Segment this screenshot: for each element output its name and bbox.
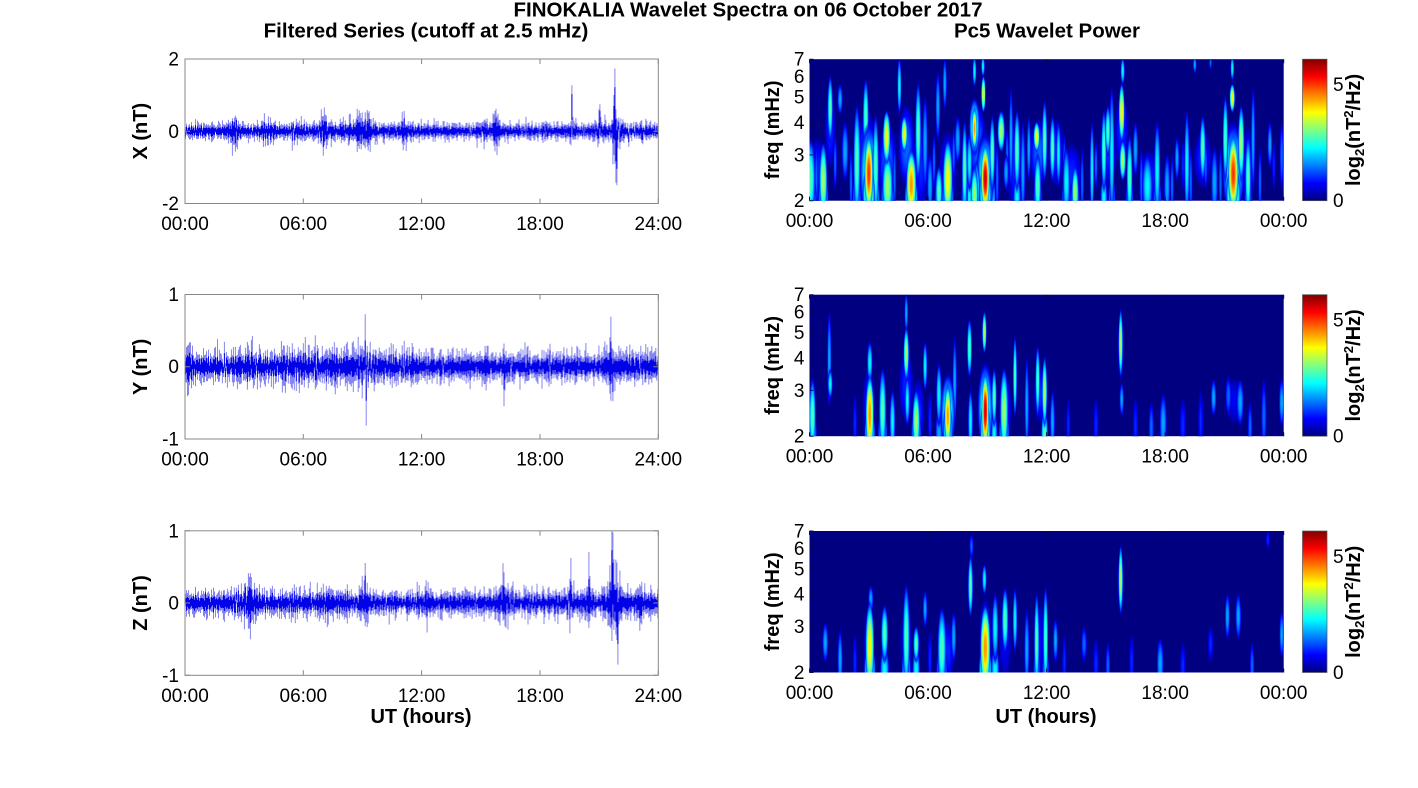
svg-text:1: 1 xyxy=(168,521,179,542)
svg-text:00:00: 00:00 xyxy=(1260,211,1308,232)
svg-text:0: 0 xyxy=(168,594,179,615)
svg-text:2: 2 xyxy=(168,50,179,71)
svg-text:log2(nT2/Hz): log2(nT2/Hz) xyxy=(1341,309,1367,421)
svg-text:24:00: 24:00 xyxy=(635,214,683,235)
svg-text:Filtered Series (cutoff at 2.5: Filtered Series (cutoff at 2.5 mHz) xyxy=(264,19,589,42)
svg-text:3: 3 xyxy=(794,617,805,638)
svg-text:06:00: 06:00 xyxy=(904,683,952,704)
svg-text:18:00: 18:00 xyxy=(516,686,564,707)
svg-text:1: 1 xyxy=(168,285,179,306)
svg-text:freq (mHz): freq (mHz) xyxy=(762,316,784,415)
svg-text:00:00: 00:00 xyxy=(161,686,209,707)
svg-text:log2(nT2/Hz): log2(nT2/Hz) xyxy=(1341,74,1367,186)
svg-text:12:00: 12:00 xyxy=(1023,683,1071,704)
svg-text:-1: -1 xyxy=(162,666,179,687)
svg-text:00:00: 00:00 xyxy=(786,211,834,232)
svg-text:06:00: 06:00 xyxy=(904,211,952,232)
svg-text:06:00: 06:00 xyxy=(280,686,328,707)
svg-text:00:00: 00:00 xyxy=(161,450,209,471)
svg-text:7: 7 xyxy=(794,285,805,306)
svg-text:6: 6 xyxy=(794,303,805,324)
svg-text:Pc5 Wavelet Power: Pc5 Wavelet Power xyxy=(954,19,1140,42)
svg-text:Y (nT): Y (nT) xyxy=(130,339,152,395)
svg-text:Z (nT): Z (nT) xyxy=(130,575,152,631)
svg-text:5: 5 xyxy=(794,560,805,581)
svg-text:5: 5 xyxy=(1333,75,1344,96)
svg-text:00:00: 00:00 xyxy=(1260,447,1308,468)
svg-text:12:00: 12:00 xyxy=(1023,447,1071,468)
svg-text:00:00: 00:00 xyxy=(161,214,209,235)
svg-text:freq (mHz): freq (mHz) xyxy=(762,552,784,651)
svg-text:06:00: 06:00 xyxy=(280,450,328,471)
svg-text:5: 5 xyxy=(1333,311,1344,332)
svg-text:4: 4 xyxy=(794,113,805,134)
svg-text:UT (hours): UT (hours) xyxy=(370,706,471,728)
svg-text:24:00: 24:00 xyxy=(635,686,683,707)
svg-text:12:00: 12:00 xyxy=(398,214,446,235)
svg-text:2: 2 xyxy=(794,427,805,448)
svg-text:4: 4 xyxy=(794,585,805,606)
svg-text:4: 4 xyxy=(794,348,805,369)
svg-text:UT (hours): UT (hours) xyxy=(995,706,1096,728)
svg-text:12:00: 12:00 xyxy=(398,450,446,471)
svg-text:0: 0 xyxy=(1333,663,1344,684)
svg-text:12:00: 12:00 xyxy=(398,686,446,707)
svg-text:18:00: 18:00 xyxy=(1141,447,1189,468)
svg-text:5: 5 xyxy=(794,88,805,109)
svg-text:-2: -2 xyxy=(162,194,179,215)
svg-text:06:00: 06:00 xyxy=(280,214,328,235)
svg-text:18:00: 18:00 xyxy=(516,450,564,471)
svg-text:0: 0 xyxy=(1333,191,1344,212)
svg-text:2: 2 xyxy=(794,663,805,684)
svg-text:FINOKALIA Wavelet Spectra on 0: FINOKALIA Wavelet Spectra on 06 October … xyxy=(514,0,983,22)
svg-text:0: 0 xyxy=(1333,427,1344,448)
svg-text:3: 3 xyxy=(794,145,805,166)
svg-text:0: 0 xyxy=(168,357,179,378)
svg-text:5: 5 xyxy=(1333,547,1344,568)
svg-text:24:00: 24:00 xyxy=(635,450,683,471)
svg-text:-1: -1 xyxy=(162,430,179,451)
svg-text:0: 0 xyxy=(168,122,179,143)
svg-text:3: 3 xyxy=(794,381,805,402)
svg-text:18:00: 18:00 xyxy=(1141,211,1189,232)
svg-text:7: 7 xyxy=(794,522,805,543)
svg-text:log2(nT2/Hz): log2(nT2/Hz) xyxy=(1341,546,1367,658)
svg-text:00:00: 00:00 xyxy=(786,683,834,704)
svg-text:06:00: 06:00 xyxy=(904,447,952,468)
svg-text:6: 6 xyxy=(794,539,805,560)
svg-text:00:00: 00:00 xyxy=(1260,683,1308,704)
svg-text:6: 6 xyxy=(794,67,805,88)
svg-text:18:00: 18:00 xyxy=(516,214,564,235)
svg-text:freq (mHz): freq (mHz) xyxy=(762,80,784,179)
svg-text:12:00: 12:00 xyxy=(1023,211,1071,232)
svg-text:5: 5 xyxy=(794,323,805,344)
svg-text:X (nT): X (nT) xyxy=(130,103,152,160)
svg-text:2: 2 xyxy=(794,191,805,212)
svg-text:18:00: 18:00 xyxy=(1141,683,1189,704)
svg-text:7: 7 xyxy=(794,50,805,71)
svg-text:00:00: 00:00 xyxy=(786,447,834,468)
